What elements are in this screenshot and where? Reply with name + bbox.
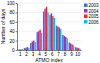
tick-mark	[16, 22, 18, 23]
legend-label: 2006	[88, 20, 99, 25]
legend-item: 2005	[84, 14, 99, 19]
bars	[17, 7, 80, 50]
legend-item: 2004	[84, 9, 99, 14]
bar	[24, 48, 25, 50]
tick-label: 1	[19, 52, 22, 57]
bar	[79, 49, 80, 50]
tick-label: 80	[9, 10, 15, 15]
y-tick: 40	[9, 29, 17, 34]
x-tick: 9	[70, 50, 73, 57]
bar	[51, 13, 52, 50]
bar-series	[22, 12, 81, 50]
y-tick: 80	[9, 10, 17, 15]
bar	[66, 38, 67, 50]
bar	[73, 45, 74, 50]
bar	[49, 15, 50, 50]
bar	[28, 48, 29, 50]
x-tick: 3	[32, 50, 35, 57]
bar	[33, 41, 34, 50]
legend-label: 2005	[88, 14, 99, 19]
legend-item: 2003	[84, 3, 99, 8]
tick-mark	[16, 12, 18, 13]
legend-item: 2006	[84, 20, 99, 25]
grid-line	[17, 40, 81, 41]
tick-label: 2	[25, 52, 28, 57]
legend-swatch	[84, 4, 88, 8]
bar	[65, 37, 66, 50]
tick-label: 0	[12, 48, 15, 53]
tick-label: 40	[9, 29, 15, 34]
grid-line	[17, 31, 81, 32]
bar	[22, 49, 23, 50]
y-axis: 0 20 40 60 80 100	[7, 1, 18, 53]
bar	[54, 18, 55, 50]
x-axis-title: ATMO index	[35, 57, 63, 63]
bar	[27, 47, 28, 50]
y-tick: 100	[7, 1, 17, 6]
bar	[37, 32, 38, 50]
legend-swatch	[84, 20, 88, 24]
tick-mark	[16, 31, 18, 32]
x-tick: 1	[19, 50, 22, 57]
bar	[30, 43, 31, 50]
y-axis-title: Number of days	[0, 8, 6, 44]
bar	[69, 42, 70, 50]
y-tick: 20	[9, 39, 17, 44]
tick-mark	[16, 50, 18, 51]
y-tick: 60	[9, 20, 17, 25]
tick-mark	[16, 3, 18, 4]
bar	[60, 29, 61, 50]
grid-line	[17, 12, 81, 13]
bar	[47, 12, 48, 50]
bar	[71, 44, 72, 50]
bar	[76, 48, 77, 50]
bar	[38, 31, 39, 50]
tick-mark	[16, 41, 18, 42]
tick-label: 60	[9, 20, 15, 25]
legend-label: 2003	[88, 3, 99, 8]
tick-label: 100	[7, 1, 15, 6]
bar	[46, 7, 47, 50]
bar	[75, 47, 76, 50]
bar	[41, 33, 42, 50]
y-tick: 0	[12, 48, 17, 53]
bar	[70, 43, 71, 50]
legend: 2003200420052006	[84, 3, 99, 25]
bar	[34, 42, 35, 50]
bar-series	[20, 7, 79, 50]
grid-line	[17, 21, 81, 22]
tick-label: 10	[75, 52, 81, 57]
bar	[59, 27, 60, 50]
x-tick: 2	[25, 50, 28, 57]
chart: 12345678910020406080100ATMO indexNumber …	[0, 0, 100, 63]
bar	[20, 49, 21, 50]
tick-label: 20	[9, 39, 15, 44]
axis-line	[17, 4, 18, 51]
bar	[62, 35, 63, 50]
bar	[57, 27, 58, 51]
grid-line	[17, 3, 81, 4]
tick-label: 8	[64, 52, 67, 57]
bar	[32, 42, 33, 50]
bar	[52, 16, 53, 50]
bar	[39, 30, 40, 50]
bar	[19, 49, 20, 50]
grid	[17, 3, 81, 50]
plot-area: 12345678910020406080100	[7, 1, 82, 57]
bar	[78, 48, 79, 50]
legend-swatch	[84, 9, 88, 13]
x-tick: 10	[75, 50, 81, 57]
bar	[25, 48, 26, 50]
bar-series	[19, 9, 78, 50]
bar	[56, 26, 57, 50]
tick-label: 9	[70, 52, 73, 57]
legend-label: 2004	[88, 9, 99, 14]
bar	[43, 11, 44, 50]
x-tick: 8	[64, 50, 67, 57]
tick-label: 3	[32, 52, 35, 57]
legend-swatch	[84, 15, 88, 19]
bar	[64, 36, 65, 50]
bar	[44, 9, 45, 50]
